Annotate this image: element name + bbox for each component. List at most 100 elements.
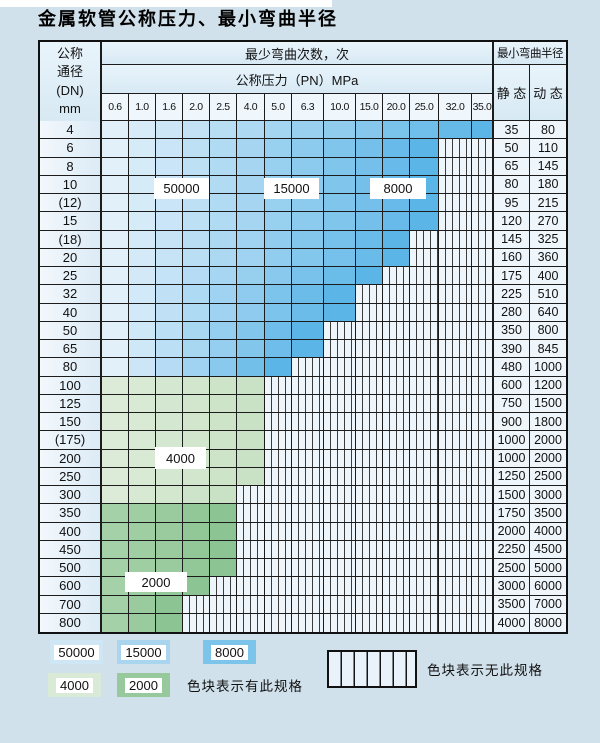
spec-cell <box>265 230 292 249</box>
spec-cell <box>129 157 156 176</box>
no-spec-cell <box>265 449 292 468</box>
table-row: 600 3000 6000 <box>40 577 566 596</box>
no-spec-cell <box>383 431 410 450</box>
no-spec-cell <box>383 577 410 596</box>
no-spec-cell <box>410 230 439 249</box>
dn-cell: 300 <box>40 486 102 505</box>
static-radius-cell: 480 <box>494 358 530 377</box>
static-radius-cell: 80 <box>494 175 530 194</box>
spec-cell <box>265 267 292 286</box>
spec-cell <box>356 230 383 249</box>
spec-cell <box>410 212 439 231</box>
no-spec-cell <box>383 340 410 359</box>
spec-cell <box>292 321 324 340</box>
table-row: 15 120 270 <box>40 212 566 231</box>
no-spec-cell <box>265 376 292 395</box>
no-spec-cell <box>292 577 324 596</box>
no-spec-cell <box>383 267 410 286</box>
no-spec-cell <box>439 175 472 194</box>
no-spec-cell <box>383 449 410 468</box>
spec-cell <box>102 522 129 541</box>
table-row: 200 1000 2000 <box>40 449 566 468</box>
no-spec-cell <box>439 540 472 559</box>
static-radius-cell: 2500 <box>494 559 530 578</box>
spec-cell <box>129 486 156 505</box>
spec-cell <box>129 376 156 395</box>
no-spec-cell <box>292 559 324 578</box>
no-spec-cell <box>324 376 356 395</box>
static-radius-cell: 1250 <box>494 467 530 486</box>
no-spec-cell <box>472 486 494 505</box>
no-spec-cell <box>383 467 410 486</box>
spec-cell <box>156 413 183 432</box>
dn-cell: 250 <box>40 467 102 486</box>
spec-cell <box>183 285 210 304</box>
spec-cell <box>356 212 383 231</box>
spec-cell <box>156 613 183 632</box>
no-spec-cell <box>292 522 324 541</box>
spec-cell <box>102 613 129 632</box>
dynamic-radius-cell: 80 <box>530 121 566 140</box>
no-spec-cell <box>356 358 383 377</box>
dynamic-radius-cell: 4000 <box>530 522 566 541</box>
no-spec-cell <box>292 613 324 632</box>
no-spec-cell <box>472 175 494 194</box>
dn-column-header: 公称 通径 (DN) mm <box>40 42 102 121</box>
spec-cell <box>183 358 210 377</box>
no-spec-cell <box>292 486 324 505</box>
dynamic-radius-cell: 845 <box>530 340 566 359</box>
no-spec-cell <box>324 449 356 468</box>
no-spec-cell <box>265 595 292 614</box>
no-spec-cell <box>324 595 356 614</box>
spec-cell <box>210 175 237 194</box>
no-spec-cell <box>356 522 383 541</box>
static-radius-cell: 350 <box>494 321 530 340</box>
static-radius-cell: 160 <box>494 248 530 267</box>
static-radius-cell: 390 <box>494 340 530 359</box>
spec-cell <box>129 613 156 632</box>
dynamic-radius-cell: 640 <box>530 303 566 322</box>
spec-cell <box>129 321 156 340</box>
dynamic-radius-cell: 400 <box>530 267 566 286</box>
dynamic-radius-cell: 3000 <box>530 486 566 505</box>
spec-cell <box>292 285 324 304</box>
spec-cell <box>129 248 156 267</box>
spec-cell <box>210 230 237 249</box>
dn-cell: 10 <box>40 175 102 194</box>
spec-cell <box>183 540 210 559</box>
no-spec-cell <box>410 449 439 468</box>
spec-cell <box>156 157 183 176</box>
no-spec-cell <box>356 376 383 395</box>
no-spec-cell <box>356 540 383 559</box>
spec-cell <box>129 121 156 140</box>
static-radius-cell: 4000 <box>494 613 530 632</box>
bend-cycle-zone-label: 50000 <box>154 178 209 199</box>
no-spec-cell <box>356 340 383 359</box>
spec-cell <box>237 285 265 304</box>
no-spec-cell <box>439 230 472 249</box>
spec-cell <box>210 285 237 304</box>
spec-cell <box>292 267 324 286</box>
no-spec-cell <box>383 486 410 505</box>
dynamic-radius-cell: 1000 <box>530 358 566 377</box>
spec-cell <box>183 467 210 486</box>
table-row: 80 480 1000 <box>40 358 566 377</box>
spec-cell <box>102 376 129 395</box>
spec-cell <box>292 139 324 158</box>
legend-row-blue: 50000 15000 8000 <box>38 640 256 664</box>
bend-cycle-zone-label: 4000 <box>155 447 206 469</box>
spec-cell <box>129 303 156 322</box>
dn-header-line: 公称 <box>56 46 83 61</box>
pressure-tick: 5.0 <box>265 94 292 121</box>
no-spec-cell <box>439 486 472 505</box>
no-spec-cell <box>324 559 356 578</box>
spec-cell <box>265 157 292 176</box>
spec-cell <box>102 121 129 140</box>
dynamic-radius-cell: 6000 <box>530 577 566 596</box>
spec-cell <box>156 230 183 249</box>
pressure-tick: 1.0 <box>129 94 156 121</box>
no-spec-cell <box>439 467 472 486</box>
table-row: (18) 145 325 <box>40 230 566 249</box>
spec-cell <box>356 157 383 176</box>
no-spec-cell <box>472 321 494 340</box>
